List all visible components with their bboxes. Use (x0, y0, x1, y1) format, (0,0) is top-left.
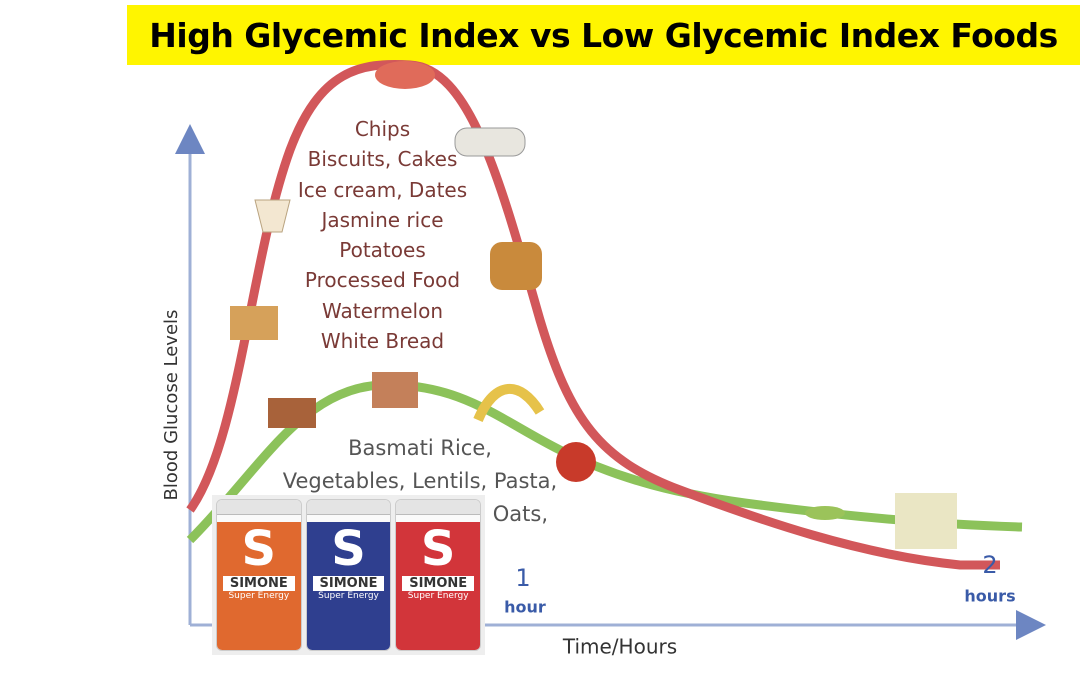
jar-name: Super Energy (318, 591, 379, 601)
jar-lid (396, 500, 481, 515)
bread-icon (490, 242, 542, 290)
food-item: Vegetables, Lentils, Pasta, (282, 469, 558, 493)
icecream-icon (254, 199, 291, 233)
food-item: Jasmine rice (321, 207, 444, 232)
jar-name: Super Energy (228, 591, 290, 601)
lentil-icon (372, 372, 418, 408)
jar: S SIMONE Super Energy (395, 499, 482, 651)
apple-icon (556, 442, 596, 482)
time-marker-unit: hours (964, 587, 1015, 606)
jar-letter: S (420, 521, 456, 577)
high-gi-foods: Chips Biscuits, Cakes Ice cream, Dates Jasm… (270, 114, 495, 356)
food-item: Basmati Rice, (348, 436, 492, 460)
veg-icon (268, 398, 316, 428)
sushi-icon (454, 127, 526, 157)
food-item: Watermelon (321, 298, 444, 323)
jar-label: S SIMONE Super Energy (306, 521, 391, 650)
jar-label: S SIMONE Super Energy (217, 522, 301, 650)
jar: S SIMONE Super Energy (216, 499, 302, 651)
product-photo: S SIMONE Super Energy S SIMONE Super Energy S S… (212, 495, 485, 655)
food-item: Processed Food (304, 268, 461, 293)
food-item: Biscuits, Cakes (307, 147, 458, 172)
banana-icon (473, 383, 545, 423)
jar-brand: SIMONE (312, 576, 385, 591)
title: High Glycemic Index vs Low Glycemic Inde… (149, 15, 1058, 55)
time-marker-number: 1 (515, 564, 530, 592)
jar-letter: S (241, 521, 277, 577)
jar-label: S SIMONE Super Energy (396, 521, 481, 650)
jar-lid (306, 500, 391, 515)
jar-brand: SIMONE (402, 576, 475, 591)
x-axis-label: Time/Hours (562, 635, 677, 659)
time-marker-unit: hour (504, 598, 546, 617)
bean-icon (805, 506, 845, 520)
food-item: Oats, (492, 502, 548, 526)
food-item: Chips (354, 117, 411, 141)
watermelon-icon (375, 61, 435, 89)
jar-lid (217, 500, 301, 515)
jar-name: Super Energy (407, 591, 469, 601)
food-item: White Bread (320, 329, 445, 354)
jar-brand: SIMONE (223, 576, 295, 591)
y-axis-label: Blood Glucose Levels (161, 310, 182, 501)
food-item: Potatoes (339, 238, 426, 263)
jar: S SIMONE Super Energy (305, 499, 392, 651)
title-banner: High Glycemic Index vs Low Glycemic Inde… (127, 5, 1080, 65)
popcorn-icon (895, 493, 957, 549)
jar-letter: S (331, 521, 366, 577)
time-marker-number: 2 (982, 551, 997, 579)
food-item: Ice cream, Dates (297, 177, 468, 202)
chips-icon (230, 306, 278, 340)
low-gi-foods: Basmati Rice, Vegetables, Lentils, Pasta,… (270, 432, 570, 531)
